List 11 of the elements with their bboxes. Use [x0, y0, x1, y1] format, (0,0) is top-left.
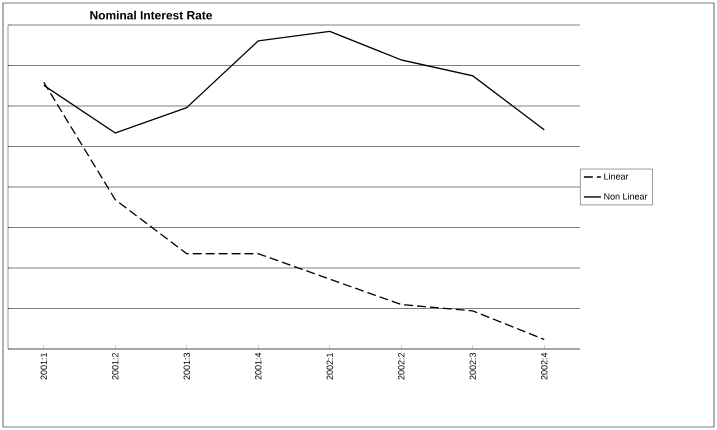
x-tick-label: 2002:4	[541, 352, 548, 380]
legend-label: Non Linear	[604, 192, 648, 200]
x-tick-label: 2002:1	[326, 352, 333, 380]
x-tick-label: 2002:3	[470, 352, 476, 380]
x-tick-label: 2002:2	[398, 352, 404, 380]
chart-title: Nominal Interest Rate	[90, 10, 212, 20]
x-tick-label: 2001:4	[255, 352, 262, 380]
x-tick-label: 2001:3	[184, 352, 190, 380]
legend-label: Linear	[604, 173, 628, 180]
x-tick-label: 2001:1	[40, 352, 47, 380]
x-tick-label: 2001:2	[112, 352, 118, 380]
